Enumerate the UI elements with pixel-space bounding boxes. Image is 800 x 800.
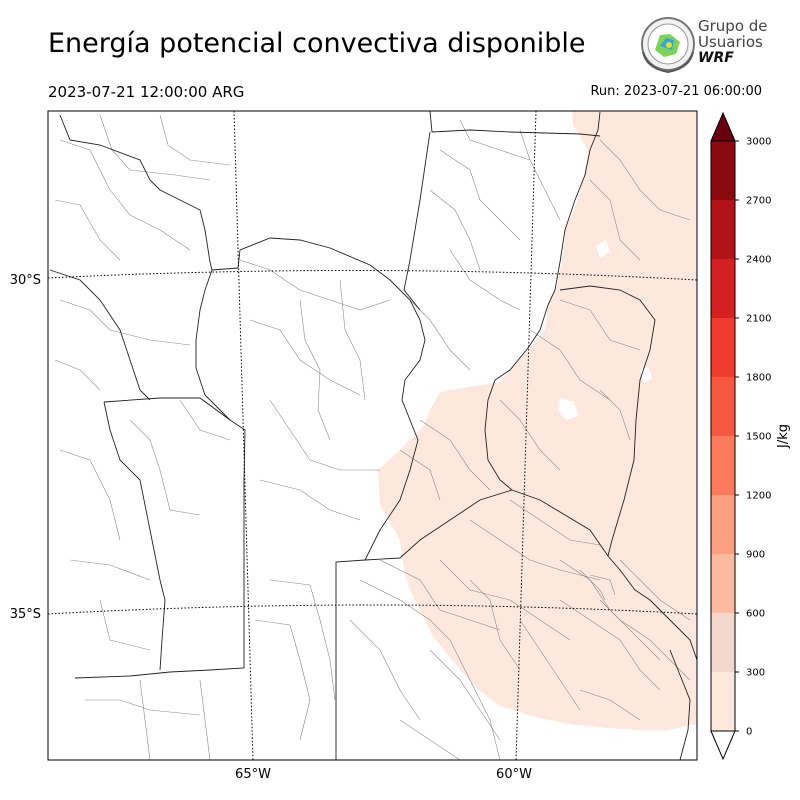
colorbar-bin-4 <box>711 436 735 495</box>
valid-time: 2023-07-21 12:00:00 ARG <box>48 83 245 101</box>
colorbar-tick-label: 0 <box>746 727 752 738</box>
lon-label-60w: 60°W <box>496 767 532 782</box>
map-area <box>48 111 697 760</box>
logo-emblem-icon <box>641 17 695 74</box>
colorbar-tick-label: 1200 <box>746 491 771 502</box>
lat-label-30s: 30°S <box>10 273 41 288</box>
logo-text: Grupo de Usuarios WRF <box>698 18 768 66</box>
logo-line-2: Usuarios <box>698 33 763 51</box>
colorbar-bin-9 <box>711 141 735 200</box>
colorbar-unit: J/kg <box>776 424 791 449</box>
colorbar-bin-2 <box>711 554 735 613</box>
colorbar-bin-7 <box>711 259 735 318</box>
province-boundaries <box>49 111 697 760</box>
logo-line-1: Grupo de <box>698 17 768 35</box>
colorbar-bin-1 <box>711 613 735 672</box>
lon-label-65w: 65°W <box>235 767 271 782</box>
colorbar-extend-min <box>710 730 736 761</box>
colorbar-bin-8 <box>711 200 735 259</box>
map-title: Energía potencial convectiva disponible <box>48 28 586 59</box>
colorbar-extend-max <box>710 111 736 142</box>
logo-line-3: WRF <box>698 50 734 66</box>
colorbar-tick-label: 1500 <box>746 432 771 443</box>
colorbar-tick-label: 2400 <box>746 255 771 266</box>
map-frame <box>47 110 698 761</box>
colorbar-tick-label: 2100 <box>746 314 771 325</box>
graticule <box>48 111 697 760</box>
department-boundaries <box>54 114 691 760</box>
colorbar-tick-label: 3000 <box>746 137 771 148</box>
colorbar-tick-label: 2700 <box>746 196 771 207</box>
colorbar-bin-5 <box>711 377 735 436</box>
colorbar: 0 300 600 900 1200 1500 1800 2100 2400 2700 3000 <box>710 111 771 761</box>
colorbar-tick-label: 300 <box>746 668 765 679</box>
run-time: Run: 2023-07-21 06:00:00 <box>590 84 762 99</box>
lat-label-35s: 35°S <box>10 607 41 622</box>
colorbar-bin-3 <box>711 495 735 554</box>
cape-shading <box>378 111 697 730</box>
colorbar-bin-0 <box>711 672 735 731</box>
colorbar-tick-label: 1800 <box>746 373 771 384</box>
colorbar-tick-label: 900 <box>746 550 765 561</box>
colorbar-bin-6 <box>711 318 735 377</box>
colorbar-tick-label: 600 <box>746 609 765 620</box>
